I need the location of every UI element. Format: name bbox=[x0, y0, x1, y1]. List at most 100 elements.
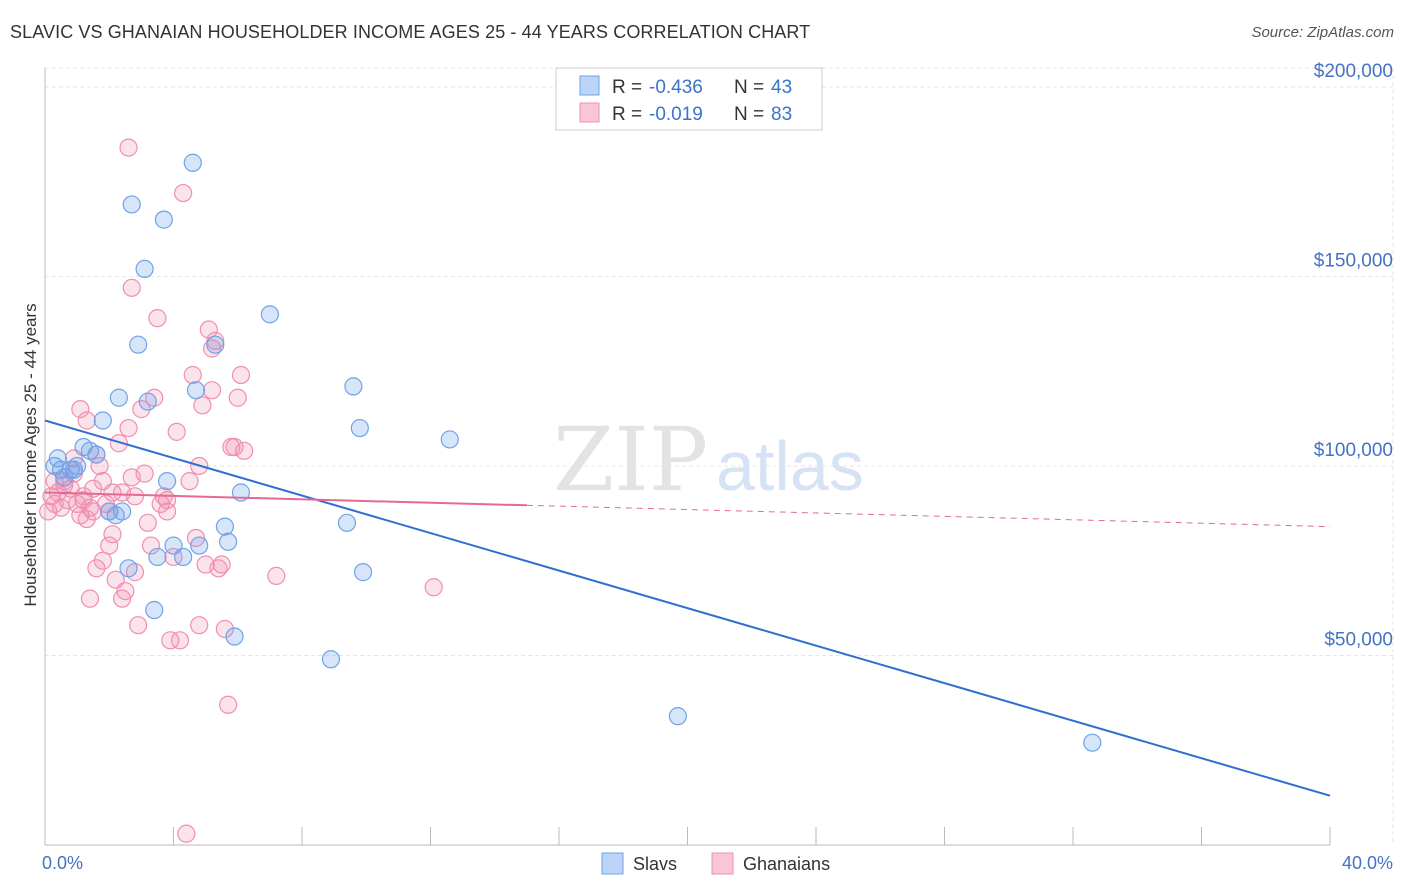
slavs-trend-line bbox=[44, 419, 1331, 797]
slavs-point-17 bbox=[138, 392, 157, 411]
ghanaians-point-2 bbox=[45, 472, 64, 491]
legend-ghanaians-r-label: R = bbox=[612, 104, 642, 125]
source-label: Source: ZipAtlas.com bbox=[1251, 24, 1394, 41]
ghanaians-point-70 bbox=[267, 566, 286, 585]
ghanaians-point-25 bbox=[93, 551, 112, 570]
slavs-point-21 bbox=[157, 472, 177, 491]
ghanaians-point-58 bbox=[199, 320, 218, 339]
ghanaians-point-36 bbox=[135, 464, 154, 483]
ghanaians-point-82 bbox=[125, 487, 145, 506]
slavs-point-16 bbox=[135, 259, 154, 278]
legend-slavs-r-value: -0.436 bbox=[649, 77, 703, 98]
ghanaians-point-69 bbox=[235, 441, 254, 460]
legend-ghanaians-n-label: N = bbox=[734, 104, 764, 125]
ghanaians-point-39 bbox=[119, 138, 138, 157]
slavs-point-18 bbox=[145, 600, 164, 620]
ghanaians-point-16 bbox=[77, 411, 96, 430]
ghanaians-point-53 bbox=[183, 365, 202, 385]
ghanaians-point-34 bbox=[129, 616, 148, 635]
slavs-point-19 bbox=[148, 547, 167, 567]
ghanaians-point-48 bbox=[167, 422, 186, 441]
ghanaians-point-63 bbox=[215, 619, 234, 639]
y-tick-label-1: $100,000 bbox=[1314, 440, 1393, 461]
bottom-legend-slavs: Slavs bbox=[633, 854, 677, 874]
ghanaians-point-23 bbox=[80, 589, 100, 608]
ghanaians-point-46 bbox=[161, 631, 180, 650]
ghanaians-trend-line bbox=[44, 491, 527, 507]
watermark-atlas: atlas bbox=[716, 427, 864, 505]
slavs-point-39 bbox=[668, 707, 687, 726]
slavs-point-29 bbox=[219, 532, 238, 551]
slavs-point-4 bbox=[55, 468, 74, 487]
bottom-legend-ghanaians: Ghanaians bbox=[743, 854, 830, 874]
ghanaians-point-64 bbox=[219, 695, 238, 714]
slavs-point-42 bbox=[68, 456, 87, 476]
ghanaians-point-12 bbox=[77, 509, 96, 529]
ghanaians-point-28 bbox=[109, 434, 128, 453]
slavs-point-7 bbox=[87, 445, 106, 464]
ghanaians-point-38 bbox=[141, 536, 161, 555]
watermark-zip: ZIP bbox=[553, 408, 708, 511]
slavs-points bbox=[45, 153, 1102, 752]
y-axis-label: Householder Income Ages 25 - 44 years bbox=[21, 303, 40, 606]
ghanaians-point-31 bbox=[119, 418, 138, 438]
slavs-point-14 bbox=[122, 195, 141, 214]
x-tick-label-1: 40.0% bbox=[1342, 853, 1393, 873]
ghanaians-point-76 bbox=[190, 616, 209, 635]
axes bbox=[44, 68, 1331, 846]
ghanaians-point-22 bbox=[103, 525, 122, 544]
legend-box: R = -0.436 N = 43 R = -0.019 N = 83 bbox=[555, 67, 823, 131]
slavs-point-35 bbox=[344, 377, 363, 396]
slavs-point-34 bbox=[337, 513, 357, 532]
ghanaians-point-62 bbox=[212, 555, 231, 574]
slavs-point-24 bbox=[183, 153, 202, 172]
ghanaians-point-30 bbox=[116, 581, 135, 601]
ghanaians-point-24 bbox=[87, 559, 106, 578]
slavs-point-25 bbox=[186, 381, 206, 400]
y-tick-label-0: $50,000 bbox=[1324, 629, 1393, 650]
slavs-point-20 bbox=[154, 210, 173, 229]
slavs-point-11 bbox=[112, 502, 132, 521]
legend-slavs-n-value: 43 bbox=[771, 77, 792, 98]
ghanaians-point-42 bbox=[148, 309, 167, 328]
slavs-point-37 bbox=[353, 563, 373, 582]
legend-swatch-slavs bbox=[579, 75, 600, 96]
legend-slavs-n-label: N = bbox=[734, 77, 764, 98]
y-tick-label-3: $200,000 bbox=[1314, 61, 1393, 82]
ghanaians-point-18 bbox=[90, 456, 109, 476]
chart-title: SLAVIC VS GHANAIAN HOUSEHOLDER INCOME AG… bbox=[10, 22, 811, 42]
ghanaians-point-26 bbox=[100, 536, 119, 555]
ghanaians-point-68 bbox=[231, 365, 251, 385]
slavs-point-8 bbox=[93, 411, 112, 430]
ghanaians-point-67 bbox=[228, 388, 247, 407]
slavs-point-40 bbox=[1083, 733, 1102, 752]
bottom-legend-swatch-slavs bbox=[601, 852, 624, 875]
legend-ghanaians-n-value: 83 bbox=[771, 104, 792, 125]
ghanaians-point-49 bbox=[170, 631, 190, 650]
ghanaians-point-56 bbox=[193, 396, 212, 415]
legend-ghanaians-r-value: -0.019 bbox=[649, 104, 703, 125]
x-tick-labels: 0.0% 40.0% bbox=[42, 853, 1393, 873]
slavs-point-26 bbox=[190, 536, 209, 555]
ghanaians-point-75 bbox=[157, 490, 177, 510]
slavs-point-28 bbox=[215, 517, 234, 536]
legend-slavs-r-label: R = bbox=[612, 77, 642, 98]
ghanaians-point-79 bbox=[103, 483, 122, 502]
ghanaians-point-66 bbox=[225, 437, 244, 457]
slavs-point-13 bbox=[119, 559, 138, 578]
slavs-point-41 bbox=[48, 449, 67, 468]
y-tick-label-2: $150,000 bbox=[1314, 250, 1393, 271]
ghanaians-point-37 bbox=[138, 513, 157, 532]
slavs-point-27 bbox=[206, 335, 225, 354]
ghanaians-point-78 bbox=[84, 502, 103, 521]
slavs-point-23 bbox=[174, 547, 193, 567]
slavs-point-32 bbox=[260, 305, 279, 324]
ghanaians-point-50 bbox=[174, 183, 193, 203]
slavs-point-33 bbox=[321, 650, 341, 669]
slavs-point-38 bbox=[440, 430, 459, 449]
trend-lines bbox=[44, 419, 1331, 797]
slavs-point-12 bbox=[109, 388, 128, 407]
ghanaians-trend-line-dashed bbox=[526, 504, 1331, 528]
ghanaians-point-51 bbox=[177, 824, 196, 843]
